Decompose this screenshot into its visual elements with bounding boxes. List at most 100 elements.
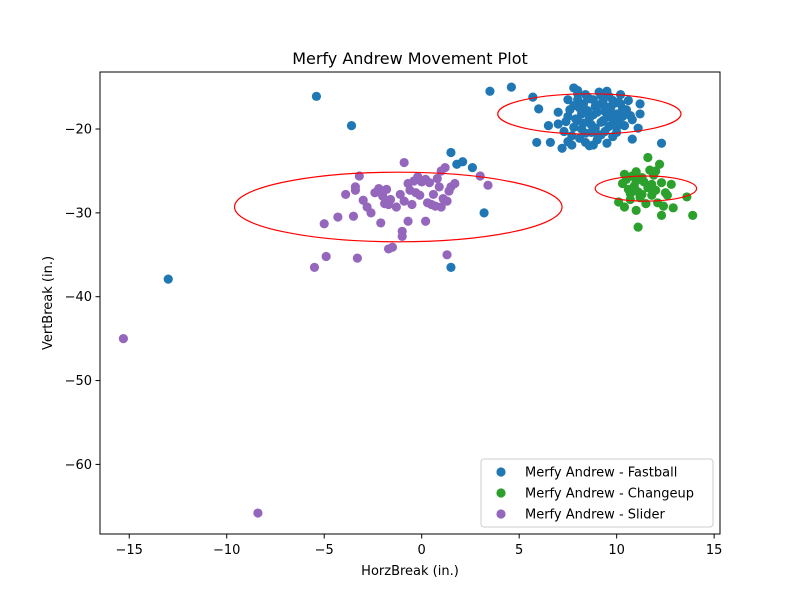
data-point-s0-88	[606, 108, 616, 118]
data-point-s1-33	[633, 222, 643, 232]
data-point-s2-56	[483, 180, 493, 190]
data-point-s0-39	[569, 122, 579, 132]
confidence-ellipse-0	[497, 93, 682, 135]
data-point-s0-1	[346, 121, 357, 131]
data-point-s2-55	[475, 171, 485, 181]
data-point-s0-12	[534, 104, 544, 114]
data-point-s1-26	[647, 190, 657, 200]
data-point-s1-8	[654, 159, 665, 169]
legend-box	[480, 458, 714, 528]
data-point-s2-3	[321, 251, 331, 262]
data-point-s0-9	[485, 86, 495, 96]
x-tick-label-4: 5	[515, 543, 523, 558]
data-point-s0-35	[635, 99, 645, 109]
data-point-s0-29	[602, 138, 612, 148]
data-point-s1-39	[625, 188, 635, 199]
data-point-s2-31	[399, 196, 409, 206]
y-tick-label-2: −40	[65, 290, 92, 305]
chart-title: Merfy Andrew Movement Plot	[292, 49, 528, 68]
legend-marker-2	[496, 509, 506, 519]
data-point-s2-13	[403, 216, 413, 226]
data-point-s0-100	[608, 131, 618, 142]
data-point-s2-59	[430, 201, 440, 211]
legend: Merfy Andrew - Fastball Merfy Andrew - Ch…	[480, 458, 714, 528]
x-axis: −15 −10 −5 0 5 10 15	[116, 534, 722, 558]
data-point-s0-84	[588, 110, 598, 120]
y-tick-label-1: −50	[65, 374, 92, 389]
data-point-s2-7	[348, 211, 359, 221]
y-tick-label-3: −30	[65, 206, 92, 221]
y-axis: −60 −50 −40 −30 −20	[65, 123, 100, 473]
y-tick-label-0: −60	[65, 458, 92, 473]
data-point-s2-25	[378, 191, 388, 201]
data-point-s1-21	[619, 202, 630, 212]
legend-marker-0	[496, 467, 506, 477]
data-point-s0-97	[592, 135, 602, 145]
data-point-s2-8	[376, 218, 386, 228]
data-point-s2-51	[442, 196, 452, 206]
confidence-ellipse-1	[594, 175, 698, 202]
data-point-s0-15	[545, 137, 555, 148]
data-point-s0-94	[567, 131, 577, 141]
data-point-s2-6	[333, 212, 343, 222]
data-point-s0-82	[578, 118, 589, 128]
data-point-s0-63	[623, 95, 633, 106]
data-point-s1-3	[631, 167, 641, 177]
data-point-s0-37	[553, 107, 563, 117]
data-point-s0-80	[571, 114, 581, 124]
legend-label-0: Merfy Andrew - Fastball	[525, 466, 677, 481]
data-point-s2-46	[434, 182, 444, 192]
data-point-s0-34	[635, 109, 645, 119]
data-point-s0-86	[598, 116, 608, 126]
data-point-s2-32	[399, 157, 409, 168]
data-point-s0-92	[625, 111, 635, 121]
x-tick-label-2: −5	[315, 543, 334, 558]
data-point-s0-91	[617, 104, 628, 114]
data-point-s0-22	[563, 95, 573, 105]
data-point-s0-93	[561, 116, 571, 127]
data-point-s1-19	[666, 179, 676, 189]
data-point-s0-90	[614, 97, 624, 107]
data-point-s2-29	[391, 202, 401, 212]
data-point-s2-20	[358, 195, 368, 205]
confidence-ellipse-2	[233, 171, 563, 243]
data-point-s1-5	[643, 152, 653, 163]
data-point-s1-9	[617, 178, 628, 189]
data-point-s0-20	[567, 140, 577, 150]
data-point-s2-50	[440, 162, 450, 173]
x-tick-label-0: −15	[116, 543, 143, 558]
data-point-s0-7	[479, 208, 489, 218]
data-point-s0-85	[594, 100, 604, 110]
data-point-s1-17	[656, 178, 667, 188]
data-point-s0-79	[565, 105, 575, 115]
data-point-s1-36	[649, 170, 659, 180]
data-point-s0-5	[458, 157, 468, 167]
data-point-s0-10	[506, 82, 516, 92]
data-point-s2-5	[319, 219, 329, 229]
data-point-s1-38	[662, 190, 672, 200]
data-point-s0-36	[656, 138, 667, 148]
data-point-s2-15	[442, 250, 452, 260]
data-point-s1-35	[637, 189, 647, 200]
y-axis-label: VertBreak (in.)	[41, 256, 56, 350]
data-point-s0-17	[557, 143, 567, 153]
ellipse-layer	[233, 93, 698, 243]
data-point-s1-37	[631, 176, 641, 186]
data-point-s0-2	[163, 274, 173, 284]
data-point-s1-32	[688, 210, 698, 220]
legend-label-1: Merfy Andrew - Changeup	[525, 487, 694, 502]
data-point-s2-16	[341, 189, 351, 200]
data-point-s2-30	[395, 189, 405, 200]
data-point-s1-23	[631, 205, 641, 215]
data-point-s0-81	[575, 103, 585, 113]
data-point-s0-11	[528, 92, 538, 102]
data-point-s0-16	[553, 119, 563, 129]
data-point-s0-32	[627, 134, 637, 144]
data-point-s1-25	[641, 199, 651, 209]
legend-label-2: Merfy Andrew - Slider	[525, 508, 665, 523]
data-point-s0-89	[610, 119, 620, 129]
data-point-s2-44	[428, 189, 438, 200]
data-point-s0-14	[532, 137, 542, 148]
plot-frame	[100, 72, 720, 534]
